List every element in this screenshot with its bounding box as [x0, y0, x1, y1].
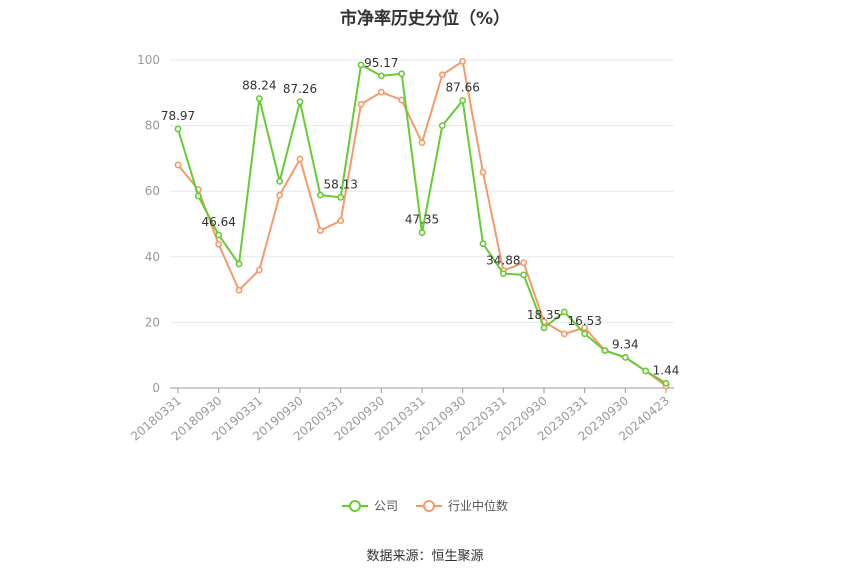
company-data-point — [662, 379, 670, 387]
company-data-point — [235, 260, 243, 268]
company-data-point — [438, 122, 446, 129]
company-data-label: 87.66 — [445, 80, 479, 94]
company-data-point — [479, 240, 487, 248]
company-data-point — [459, 97, 467, 104]
company-data-point — [377, 72, 385, 80]
company-data-point — [601, 347, 609, 355]
industry-data-point — [479, 168, 487, 176]
company-data-label: 78.97 — [161, 109, 195, 123]
y-tick-label: 0 — [152, 381, 160, 395]
company-data-label: 34.88 — [486, 254, 520, 268]
industry-data-point — [581, 324, 589, 332]
company-data-point — [520, 271, 528, 279]
industry-legend-icon — [416, 499, 442, 512]
industry-data-point — [296, 155, 304, 163]
pb-percentile-line-chart: 0204060801002018033120180930201903312019… — [128, 53, 680, 444]
y-tick-label: 60 — [145, 184, 160, 198]
company-data-point — [398, 70, 406, 78]
company-data-point — [540, 324, 548, 332]
chart-legend: 公司 行业中位数 — [0, 497, 850, 514]
industry-data-point — [255, 266, 263, 274]
y-tick-label: 80 — [145, 119, 160, 133]
company-data-point — [418, 229, 426, 237]
company-data-point — [621, 353, 629, 361]
legend-label-company: 公司 — [373, 499, 398, 513]
company-data-point — [194, 192, 202, 200]
industry-data-point — [459, 57, 467, 65]
chart-title: 市净率历史分位（%） — [339, 9, 511, 29]
company-data-label: 88.24 — [242, 79, 276, 93]
company-data-label: 58.13 — [323, 177, 357, 191]
company-data-label: 9.34 — [612, 337, 639, 351]
company-data-label: 16.53 — [567, 314, 601, 328]
industry-data-point — [235, 286, 243, 294]
industry-data-point — [174, 161, 182, 169]
y-tick-label: 40 — [145, 250, 160, 264]
company-data-point — [316, 191, 324, 199]
company-data-point — [174, 125, 182, 133]
company-data-point — [296, 98, 304, 106]
company-data-label: 1.44 — [653, 363, 680, 377]
industry-data-point — [398, 96, 406, 104]
company-data-point — [499, 270, 507, 277]
company-data-point — [357, 61, 365, 69]
industry-data-point — [337, 217, 345, 225]
industry-data-point — [215, 240, 223, 248]
y-tick-label: 20 — [145, 315, 160, 329]
industry-data-point — [357, 100, 365, 108]
legend-item-industry[interactable]: 行业中位数 — [416, 497, 508, 514]
industry-data-point — [316, 227, 324, 234]
company-data-point — [276, 177, 284, 185]
company-data-label: 18.35 — [527, 308, 561, 322]
company-data-label: 47.35 — [405, 213, 439, 227]
industry-data-point — [438, 71, 446, 79]
company-legend-icon — [341, 499, 368, 512]
industry-data-point — [418, 139, 426, 147]
company-data-point — [255, 95, 263, 102]
company-data-point — [581, 330, 589, 338]
y-tick-label: 100 — [137, 53, 160, 67]
company-data-point — [560, 308, 568, 316]
industry-data-point — [520, 259, 528, 267]
industry-data-point — [560, 330, 568, 338]
industry-data-point — [276, 191, 284, 199]
data-source-note: 数据来源：恒生聚源 — [366, 549, 484, 564]
company-data-label: 95.17 — [364, 56, 398, 70]
company-data-label: 46.64 — [201, 215, 235, 229]
legend-label-industry: 行业中位数 — [448, 499, 509, 513]
company-data-point — [337, 193, 345, 201]
company-data-label: 87.26 — [283, 82, 317, 96]
company-data-point — [215, 231, 223, 239]
company-data-point — [642, 367, 650, 375]
industry-data-point — [377, 88, 385, 96]
legend-item-company[interactable]: 公司 — [341, 497, 398, 514]
